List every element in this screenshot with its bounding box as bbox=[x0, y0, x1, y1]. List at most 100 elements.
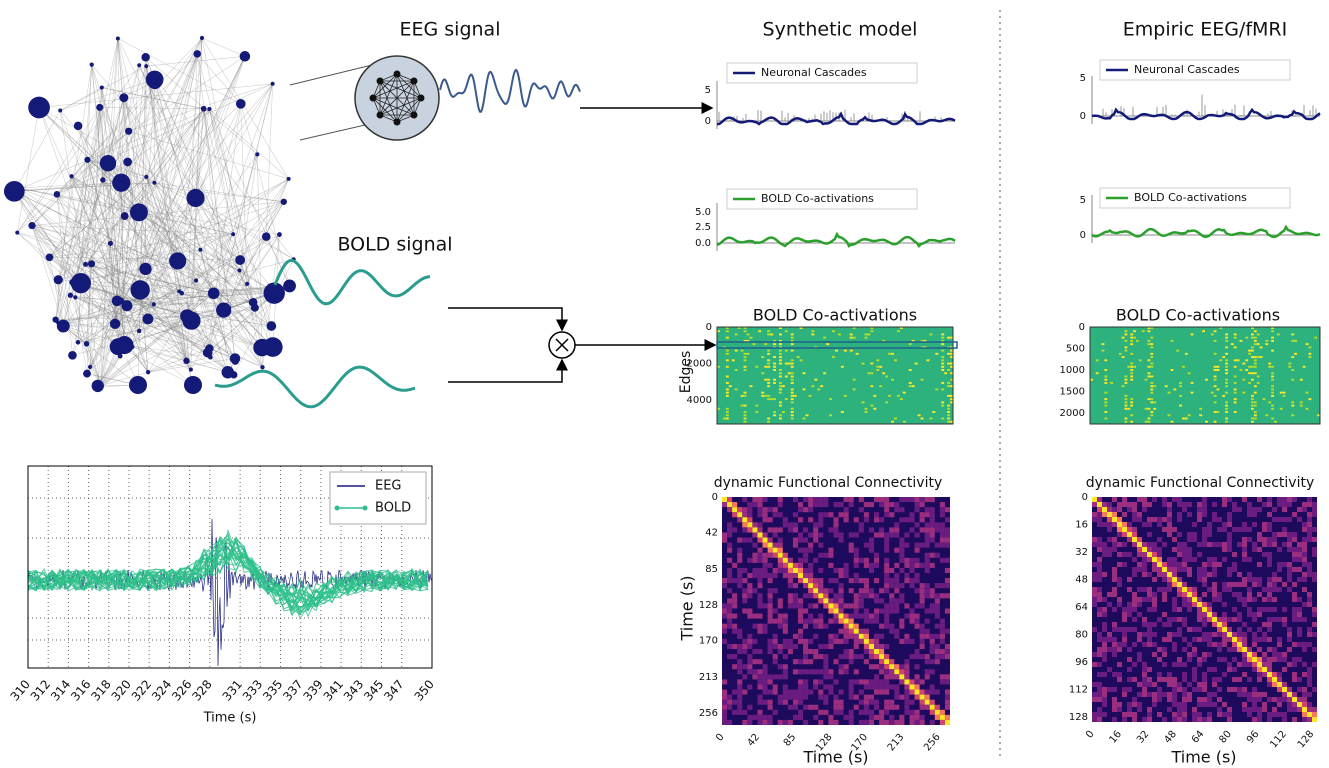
heatmap-cell bbox=[1150, 414, 1154, 417]
matrix-cell bbox=[747, 714, 753, 720]
heatmap-cell bbox=[1167, 414, 1171, 417]
matrix-cell bbox=[727, 507, 733, 513]
matrix-cell bbox=[1292, 612, 1297, 617]
empiric-title: Empiric EEG/fMRI bbox=[1123, 19, 1287, 41]
matrix-cell bbox=[767, 527, 773, 533]
matrix-cell bbox=[1152, 517, 1157, 522]
matrix-cell bbox=[1307, 537, 1312, 542]
matrix-cell bbox=[884, 654, 890, 660]
matrix-cell bbox=[843, 603, 849, 609]
heatmap-cell bbox=[1299, 378, 1303, 381]
edge bbox=[31, 81, 156, 226]
heatmap-cell bbox=[1245, 359, 1249, 362]
heatmap-cell bbox=[784, 349, 788, 352]
matrix-cell bbox=[853, 598, 859, 604]
matrix-cell bbox=[803, 618, 809, 624]
y-tick-label: 170 bbox=[699, 636, 718, 647]
node bbox=[266, 321, 277, 331]
matrix-cell bbox=[1287, 577, 1292, 582]
matrix-cell bbox=[929, 649, 935, 655]
matrix-cell bbox=[1177, 617, 1182, 622]
heatmap-cell bbox=[790, 381, 794, 384]
clique-edge bbox=[372, 80, 415, 99]
edge bbox=[154, 79, 178, 261]
matrix-cell bbox=[934, 527, 940, 533]
node bbox=[15, 230, 20, 235]
matrix-cell bbox=[909, 719, 915, 725]
matrix-cell bbox=[879, 623, 885, 629]
matrix-cell bbox=[1107, 552, 1112, 557]
matrix-cell bbox=[909, 517, 915, 523]
matrix-cell bbox=[929, 633, 935, 639]
matrix-cell bbox=[1307, 502, 1312, 507]
heatmap-cell bbox=[781, 411, 785, 414]
matrix-cell bbox=[853, 517, 859, 523]
matrix-cell bbox=[823, 593, 829, 599]
edge bbox=[145, 210, 275, 294]
edge bbox=[63, 83, 273, 327]
matrix-cell bbox=[838, 628, 844, 634]
matrix-cell bbox=[1282, 532, 1287, 537]
matrix-cell bbox=[1142, 632, 1147, 637]
matrix-cell bbox=[1257, 612, 1262, 617]
heatmap-cell bbox=[1271, 339, 1274, 342]
matrix-cell bbox=[772, 552, 778, 558]
matrix-cell bbox=[1147, 642, 1152, 647]
matrix-cell bbox=[874, 638, 880, 644]
heatmap-cell bbox=[1225, 378, 1228, 381]
matrix-cell bbox=[1097, 597, 1102, 602]
heatmap-cell bbox=[778, 414, 782, 417]
heatmap-cell bbox=[755, 365, 759, 368]
matrix-cell bbox=[1217, 647, 1222, 652]
edge bbox=[107, 38, 119, 164]
matrix-cell bbox=[1287, 637, 1292, 642]
matrix-cell bbox=[848, 719, 854, 725]
matrix-cell bbox=[848, 709, 854, 715]
legend-box bbox=[726, 188, 918, 210]
matrix-cell bbox=[884, 608, 890, 614]
matrix-cell bbox=[747, 557, 753, 563]
heatmap-cell bbox=[941, 417, 945, 420]
matrix-cell bbox=[1312, 507, 1317, 512]
matrix-cell bbox=[1212, 512, 1217, 517]
matrix-cell bbox=[909, 497, 915, 503]
heatmap-cell bbox=[1095, 359, 1099, 362]
matrix-cell bbox=[1307, 702, 1312, 707]
heatmap-cell bbox=[1251, 378, 1254, 381]
matrix-cell bbox=[1182, 597, 1187, 602]
matrix-cell bbox=[1142, 552, 1147, 557]
matrix-cell bbox=[858, 527, 864, 533]
trace bbox=[1091, 107, 1321, 121]
matrix-cell bbox=[1292, 532, 1297, 537]
matrix-cell bbox=[894, 562, 900, 568]
matrix-cell bbox=[798, 557, 804, 563]
matrix-cell bbox=[874, 598, 880, 604]
matrix-cell bbox=[1172, 687, 1177, 692]
matrix-cell bbox=[1187, 697, 1192, 702]
matrix-cell bbox=[914, 547, 920, 553]
matrix-cell bbox=[777, 542, 783, 548]
matrix-cell bbox=[1162, 542, 1167, 547]
matrix-cell bbox=[1157, 572, 1162, 577]
heatmap-cell bbox=[849, 336, 853, 339]
matrix-cell bbox=[1267, 712, 1272, 717]
matrix-cell bbox=[939, 674, 945, 680]
heatmap-cell bbox=[920, 417, 924, 420]
heatmap-cell bbox=[920, 339, 924, 342]
matrix-cell bbox=[1122, 717, 1127, 722]
matrix-cell bbox=[889, 532, 895, 538]
edge bbox=[63, 291, 180, 327]
matrix-cell bbox=[1307, 707, 1312, 712]
matrix-cell bbox=[1097, 697, 1102, 702]
matrix-cell bbox=[1282, 692, 1287, 697]
matrix-cell bbox=[1112, 507, 1117, 512]
matrix-cell bbox=[1147, 622, 1152, 627]
matrix-cell bbox=[1107, 507, 1112, 512]
heatmap-cell bbox=[894, 359, 897, 362]
edge bbox=[71, 108, 204, 283]
matrix-cell bbox=[1102, 547, 1107, 552]
matrix-cell bbox=[777, 552, 783, 558]
heatmap-cell bbox=[1110, 381, 1113, 384]
matrix-cell bbox=[1127, 677, 1132, 682]
matrix-cell bbox=[1302, 602, 1307, 607]
